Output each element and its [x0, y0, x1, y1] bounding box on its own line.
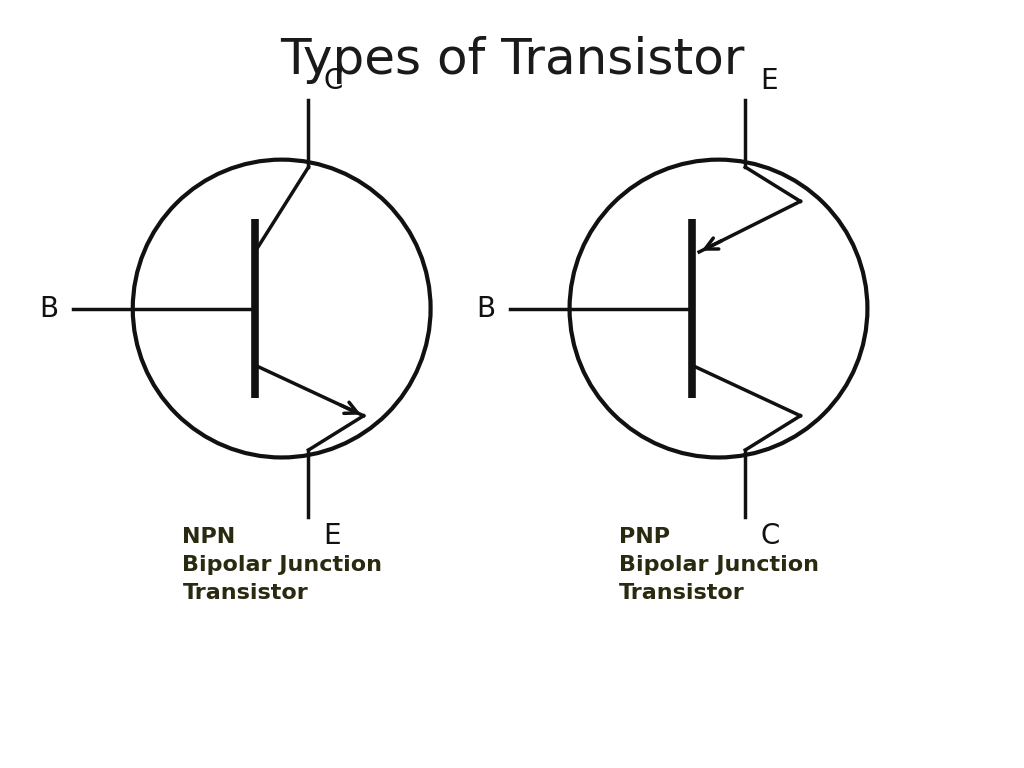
Text: E: E — [324, 522, 341, 550]
Text: C: C — [324, 67, 343, 95]
Text: B: B — [476, 295, 496, 323]
Text: C: C — [760, 522, 779, 550]
Text: PNP
Bipolar Junction
Transistor: PNP Bipolar Junction Transistor — [620, 527, 819, 603]
Text: NPN
Bipolar Junction
Transistor: NPN Bipolar Junction Transistor — [182, 527, 382, 603]
Text: E: E — [760, 67, 778, 95]
Text: Types of Transistor: Types of Transistor — [280, 36, 744, 84]
Text: B: B — [39, 295, 58, 323]
